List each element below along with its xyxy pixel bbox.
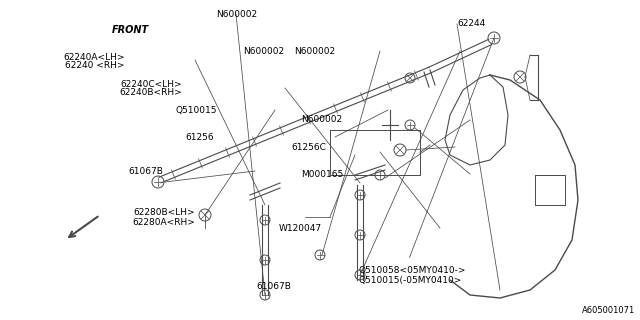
Text: 62280A<RH>: 62280A<RH> <box>132 218 195 227</box>
Text: A605001071: A605001071 <box>582 306 635 315</box>
Text: 62240C<LH>: 62240C<LH> <box>121 80 182 89</box>
Text: Q510058<05MY0410->: Q510058<05MY0410-> <box>358 266 466 275</box>
Text: 62244: 62244 <box>458 20 486 28</box>
Text: 61067B: 61067B <box>129 167 163 176</box>
Text: Q510015(-05MY0410>: Q510015(-05MY0410> <box>358 276 462 284</box>
Text: Q510015: Q510015 <box>176 106 218 115</box>
Text: M000165: M000165 <box>301 170 343 179</box>
Text: N600002: N600002 <box>216 10 257 19</box>
Text: 61256C: 61256C <box>291 143 326 152</box>
Text: 62240B<RH>: 62240B<RH> <box>120 88 182 97</box>
Text: W120047: W120047 <box>278 224 321 233</box>
Text: N600002: N600002 <box>294 47 335 56</box>
Text: 62240 <RH>: 62240 <RH> <box>65 61 125 70</box>
Text: 61067B: 61067B <box>257 282 291 291</box>
Text: 62240A<LH>: 62240A<LH> <box>63 53 125 62</box>
Text: N600002: N600002 <box>243 47 284 56</box>
Text: 61256: 61256 <box>186 133 214 142</box>
Text: FRONT: FRONT <box>112 25 149 36</box>
Text: 62280B<LH>: 62280B<LH> <box>134 208 195 217</box>
Text: N600002: N600002 <box>301 116 342 124</box>
